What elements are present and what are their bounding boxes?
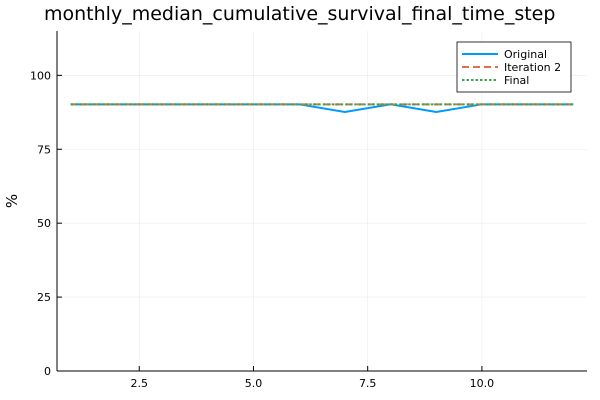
legend-label: Final: [504, 74, 529, 87]
y-tick-label: 0: [44, 365, 51, 378]
y-tick-label: 50: [37, 217, 51, 230]
chart-title: monthly_median_cumulative_survival_final…: [44, 3, 555, 25]
legend-label: Iteration 2: [504, 61, 561, 74]
series-line-original: [70, 103, 574, 114]
y-tick-label: 75: [37, 143, 51, 156]
tick-layer: 2.5 5.0 7.5 10.0 0 25 50 75 100: [30, 69, 494, 390]
x-tick-label: 2.5: [130, 377, 148, 390]
x-tick-label: 7.5: [359, 377, 377, 390]
axis-layer: [56, 31, 587, 372]
legend-label: Original: [504, 48, 547, 61]
x-tick-label: 10.0: [470, 377, 495, 390]
y-tick-label: 100: [30, 69, 51, 82]
series-layer: [70, 103, 574, 114]
x-tick-label: 5.0: [245, 377, 263, 390]
y-axis-label: %: [3, 194, 21, 208]
y-tick-label: 25: [37, 291, 51, 304]
